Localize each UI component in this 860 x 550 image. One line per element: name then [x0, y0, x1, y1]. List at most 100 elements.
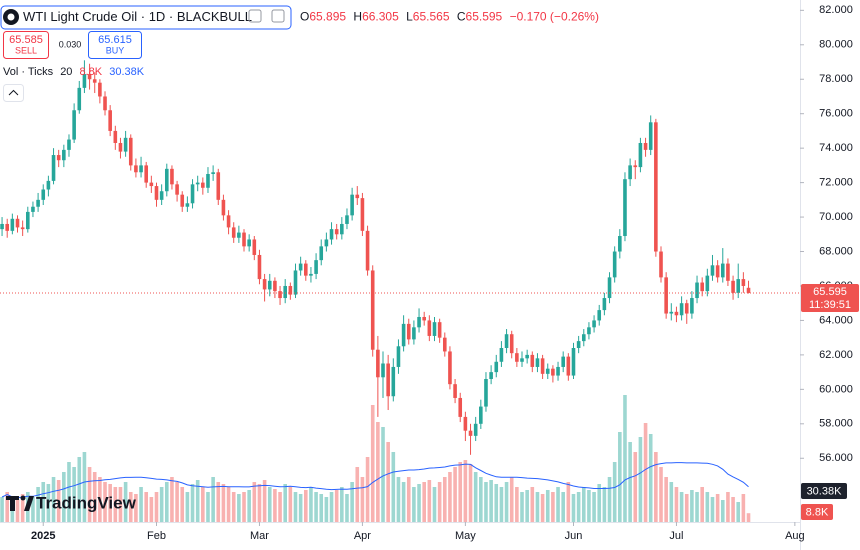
sell-button[interactable]: [3, 31, 49, 59]
candle-body: [149, 182, 154, 187]
candle-body: [231, 227, 236, 238]
candle-body: [288, 285, 293, 295]
candle-body: [72, 110, 76, 140]
candle-body: [638, 142, 643, 168]
volume-bar: [247, 490, 251, 522]
volume-bar: [293, 492, 298, 522]
volume-bar: [149, 497, 154, 522]
volume-bar: [350, 482, 354, 522]
candle-body: [77, 87, 82, 111]
candle-body: [479, 406, 483, 424]
volume-bar: [67, 462, 71, 522]
candle-body: [190, 184, 195, 204]
candle-body: [360, 198, 365, 231]
volume-bar: [46, 484, 51, 522]
candle-body: [509, 334, 514, 354]
candle-body: [484, 379, 488, 407]
candle-body: [607, 277, 612, 299]
y-tick-label: 60.000: [819, 383, 853, 395]
candle-body: [391, 366, 396, 397]
logo-mark: [6, 496, 19, 511]
candle-body: [128, 137, 133, 166]
candle-body: [576, 341, 581, 348]
volume-bar: [602, 487, 607, 522]
volume-bar: [381, 427, 385, 522]
last-price-label: 65.595: [813, 286, 847, 298]
icon[interactable]: [271, 9, 285, 23]
candle-body: [159, 191, 164, 200]
volume-bar: [303, 490, 308, 522]
buy-button[interactable]: [88, 31, 142, 59]
y-tick-label: 70.000: [819, 211, 853, 223]
volume-bar: [710, 497, 715, 522]
chevron-icon: [8, 89, 19, 96]
candle-body: [206, 174, 210, 188]
ohlc-key: L: [406, 10, 413, 24]
candle-body: [659, 251, 663, 278]
candle-body: [175, 184, 179, 195]
symbol-box[interactable]: [0, 5, 292, 30]
candle-body: [463, 416, 468, 431]
sell-label[interactable]: SELL: [15, 45, 37, 55]
candle-body: [726, 263, 730, 281]
candle-body: [710, 265, 715, 276]
volume-bar: [643, 423, 648, 522]
volume-bar: [123, 482, 128, 522]
candle-body: [587, 327, 591, 335]
buy-price[interactable]: 65.615: [98, 34, 132, 46]
candle-body: [365, 230, 370, 271]
volume-bar: [190, 484, 195, 522]
volume-bar: [0, 497, 4, 522]
volume-bar: [509, 477, 514, 522]
volume-bar: [571, 494, 576, 522]
candle-body: [164, 168, 169, 192]
candle-body: [412, 327, 416, 340]
candle-body: [633, 165, 638, 168]
last-price-tag: [801, 283, 859, 312]
watermark-text: TradingView: [36, 493, 137, 512]
volume-bar: [515, 487, 519, 522]
buy-label[interactable]: BUY: [106, 45, 125, 55]
candle-body: [51, 155, 56, 181]
candle-body: [345, 215, 349, 224]
candle-body: [535, 358, 540, 367]
volume-bar: [154, 492, 159, 522]
volume-bar: [278, 492, 282, 522]
volume-bar: [448, 472, 452, 522]
candle-body: [571, 348, 576, 376]
volume-bar: [520, 492, 524, 522]
y-tick-label: 68.000: [819, 245, 853, 257]
volume-bar: [36, 487, 40, 522]
candle-body: [283, 285, 287, 299]
volume-bar: [252, 482, 257, 522]
candle-body: [623, 179, 627, 237]
candle-body: [679, 303, 684, 316]
volume-bar: [15, 500, 20, 522]
volume-bar: [237, 494, 241, 522]
candle-body: [700, 282, 704, 292]
volume-value: 8.8K: [80, 66, 103, 78]
volume-bar: [417, 484, 421, 522]
candle-body: [108, 110, 112, 131]
ohlc-value: 65.595: [466, 10, 503, 24]
volume-bar: [499, 487, 504, 522]
candle-body: [62, 149, 66, 161]
volume-bar: [159, 487, 164, 522]
volume-bar: [10, 502, 15, 522]
plot-area: [0, 60, 800, 522]
y-tick-label: 72.000: [819, 177, 853, 189]
sell-price[interactable]: 65.585: [9, 34, 43, 46]
spread: 0.030: [59, 39, 82, 49]
volume-ma-value: 30.38K: [109, 66, 145, 78]
icon[interactable]: [248, 9, 262, 23]
candle-body: [226, 215, 231, 228]
candle-body: [350, 194, 354, 216]
symbol-title: WTI Light Crude Oil · 1D · BLACKBULL: [23, 9, 252, 24]
volume-bar: [551, 492, 555, 522]
candle-body: [551, 368, 555, 376]
volume-bar: [540, 494, 545, 522]
volume-bar: [334, 490, 339, 522]
collapse-button[interactable]: [3, 84, 24, 102]
candle-body: [545, 368, 550, 374]
